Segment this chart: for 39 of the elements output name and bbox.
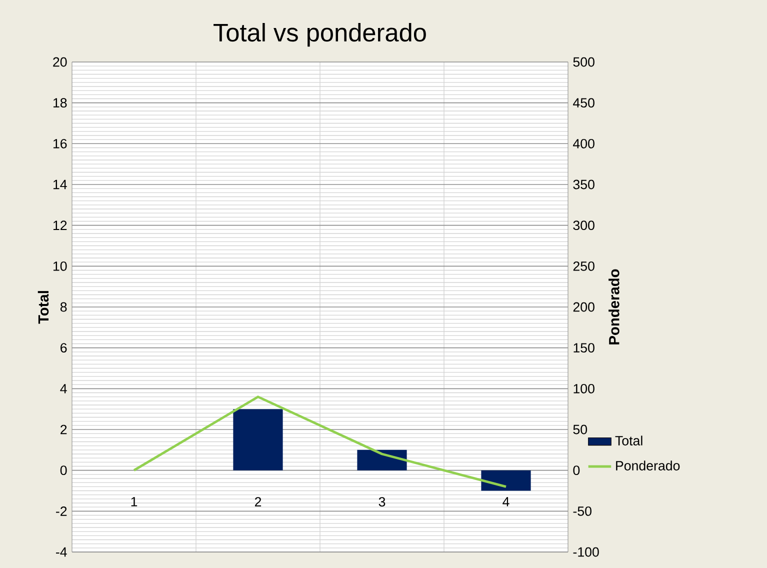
bar: [357, 450, 407, 470]
y2-tick-label: 400: [573, 138, 594, 148]
y2-tick-label: 300: [573, 220, 594, 230]
y2-tick-label: 450: [573, 98, 594, 108]
y-tick-label: 18: [53, 98, 67, 108]
x-tick-label: 4: [502, 497, 510, 506]
legend-label: Ponderado: [616, 460, 680, 470]
y2-tick-label: 100: [574, 384, 594, 394]
bar: [481, 470, 531, 491]
y-tick-label: 16: [53, 138, 67, 148]
y2-tick-label: 200: [573, 302, 594, 312]
y2-tick-label: 0: [573, 466, 580, 476]
line-series: [132, 396, 508, 488]
y-tick-label: 0: [60, 466, 67, 476]
y-tick-label: 20: [53, 57, 67, 67]
y-tick-label: -4: [56, 547, 67, 557]
x-tick-label: 2: [254, 497, 262, 506]
y-axis-title: Total: [38, 291, 49, 324]
y2-tick-label: 500: [573, 57, 594, 67]
y-tick-label: -2: [56, 506, 67, 516]
y2-tick-label: -100: [573, 547, 599, 557]
y2-axis-title: Ponderado: [608, 269, 620, 344]
y2-tick-label: 350: [573, 180, 594, 190]
bar: [233, 409, 283, 470]
y-tick-label: 10: [53, 261, 67, 271]
y-tick-label: 2: [60, 424, 67, 434]
y-tick-label: 14: [53, 180, 67, 190]
y2-tick-label: 250: [573, 261, 594, 271]
chart-title: Total vs ponderado: [214, 23, 426, 47]
y-tick-label: 4: [60, 384, 67, 394]
y2-tick-label: 150: [574, 343, 594, 353]
y-tick-label: 8: [60, 302, 67, 312]
y2-tick-label: 50: [573, 424, 588, 434]
legend-label: Total: [615, 436, 642, 446]
y-tick-label: 6: [60, 343, 67, 353]
x-tick-label: 1: [131, 497, 138, 506]
y-tick-label: 12: [53, 220, 67, 230]
y2-tick-label: -50: [573, 506, 592, 516]
x-tick-label: 3: [378, 497, 386, 507]
